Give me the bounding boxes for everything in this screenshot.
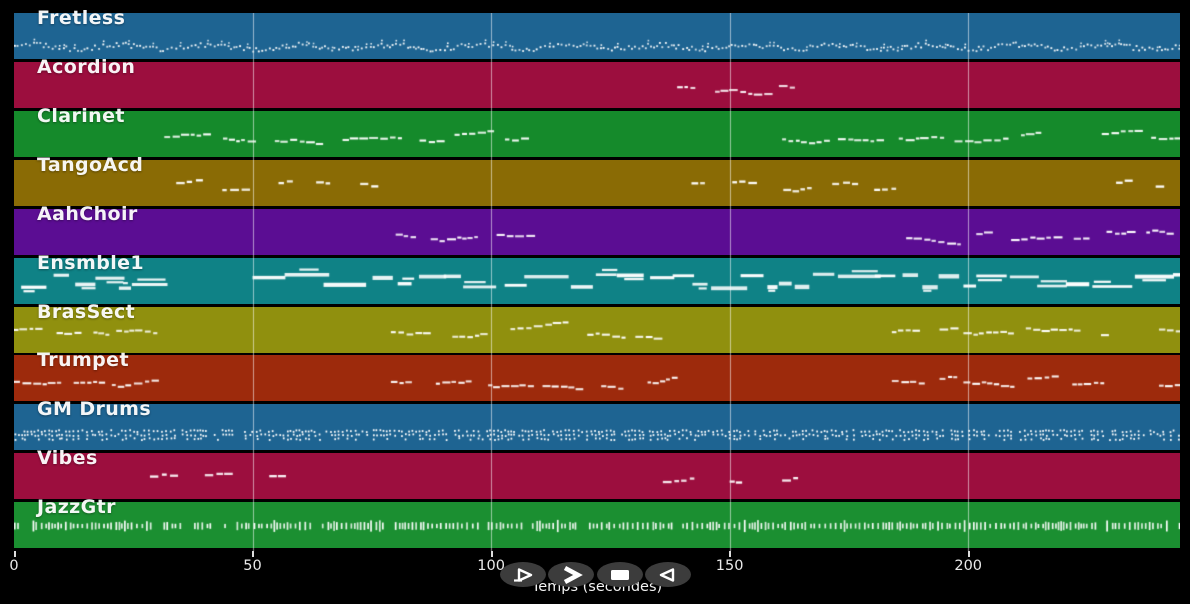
track-name-label: Trumpet <box>37 349 129 372</box>
play-button[interactable] <box>500 562 546 587</box>
track-plot: Fretless Acordion Clarinet TangoAcd AahC… <box>9 7 1180 574</box>
x-axis-tick <box>252 551 254 557</box>
track-name-label: Fretless <box>37 7 126 29</box>
x-axis-tick-label: 150 <box>715 558 744 574</box>
x-axis-tick <box>729 551 732 557</box>
track-name-label: Acordion <box>37 55 136 78</box>
track-name-label: Clarinet <box>37 104 125 127</box>
x-axis-tick-label: 100 <box>477 558 505 574</box>
track-name-label: TangoAcd <box>37 153 144 176</box>
play-triangle-icon <box>514 567 533 582</box>
chevron-right-icon <box>563 565 583 584</box>
fast-forward-button[interactable] <box>548 562 594 587</box>
x-axis-tick <box>13 551 16 557</box>
notes-canvas <box>14 13 1180 551</box>
triangle-left-icon <box>659 567 674 582</box>
track-name-label: BrasSect <box>37 300 136 323</box>
track-name-label: GM Drums <box>37 398 152 421</box>
stop-square-icon <box>611 569 629 580</box>
track-name-label: JazzGtr <box>37 496 116 519</box>
x-axis-tick-label: 50 <box>243 558 262 574</box>
track-name-label: Ensmble1 <box>37 251 145 274</box>
x-axis-tick-label: 0 <box>9 558 19 574</box>
x-axis-tick <box>967 551 970 557</box>
x-axis-tick <box>490 551 493 557</box>
track-name-label: AahChoir <box>37 202 138 225</box>
track-name-label: Vibes <box>37 447 98 470</box>
stop-button[interactable] <box>597 562 643 587</box>
rewind-button[interactable] <box>644 562 691 587</box>
x-axis-tick-label: 200 <box>954 558 983 574</box>
